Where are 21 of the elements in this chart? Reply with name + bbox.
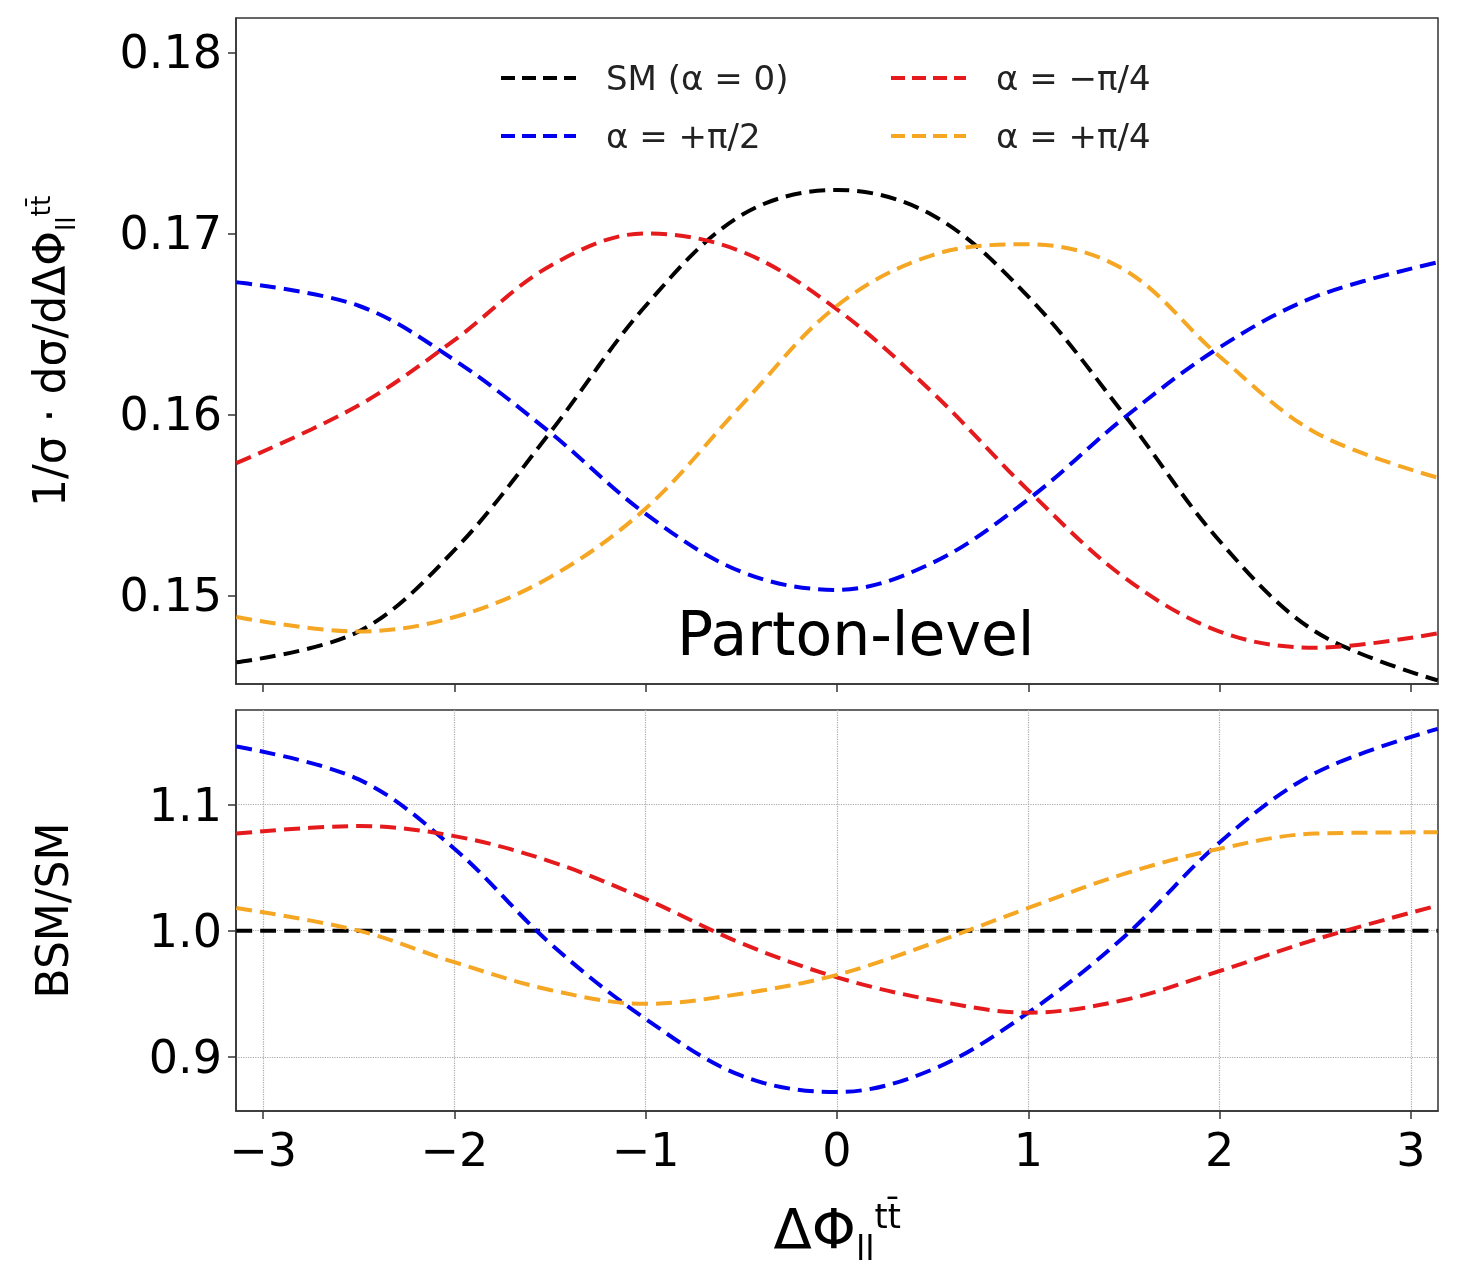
legend-label: α = −π/4 (996, 58, 1151, 98)
y-tick-label: 0.18 (119, 25, 222, 80)
legend-label: SM (α = 0) (606, 58, 789, 98)
x-tick-label: −3 (229, 1123, 297, 1177)
y-tick-label: 1.1 (148, 777, 222, 832)
x-tick-label: 0 (822, 1123, 852, 1177)
x-tick-label: 2 (1204, 1123, 1235, 1177)
x-tick-label: −2 (420, 1123, 489, 1177)
y-tick-label: 0.16 (119, 387, 222, 442)
legend-label: α = +π/2 (606, 116, 761, 156)
x-tick-label: −1 (611, 1123, 680, 1177)
annotation: Parton-level (677, 599, 1035, 669)
line-series (234, 726, 1440, 1095)
y-axis-title: BSM/SM (26, 822, 78, 999)
legend-label: α = +π/4 (996, 116, 1151, 156)
y-tick-label: 0.15 (119, 568, 222, 623)
x-tick-label: 1 (1013, 1123, 1043, 1177)
y-tick-label: 0.9 (148, 1029, 222, 1084)
y-tick-label: 0.17 (119, 206, 222, 261)
y-tick-label: 1.0 (148, 903, 222, 958)
x-tick-label: 3 (1396, 1123, 1426, 1177)
